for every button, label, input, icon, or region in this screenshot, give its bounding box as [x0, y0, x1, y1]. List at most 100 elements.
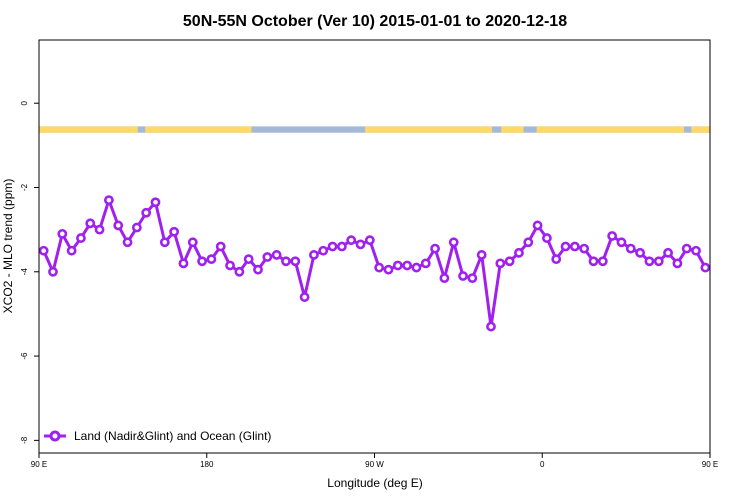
data-point — [85, 218, 96, 229]
y-tick-label: -6 — [20, 352, 29, 360]
data-point — [253, 264, 263, 275]
x-tick-label: 90 E — [702, 460, 718, 469]
data-point — [318, 245, 329, 256]
data-point — [542, 233, 552, 243]
land-segment — [536, 126, 684, 133]
data-point — [38, 245, 49, 256]
data-point — [430, 243, 440, 254]
data-point — [607, 231, 618, 241]
legend: Land (Nadir&Glint) and Ocean (Glint) — [44, 429, 271, 443]
data-point — [159, 237, 170, 248]
data-point — [271, 250, 282, 260]
y-tick-label: -8 — [20, 436, 29, 444]
data-point — [57, 228, 68, 239]
data-point — [476, 250, 487, 260]
data-point — [346, 235, 357, 246]
land-segment — [39, 126, 138, 133]
data-point — [141, 207, 152, 218]
data-point — [234, 266, 245, 277]
plot-frame — [38, 39, 711, 454]
data-point — [635, 247, 646, 258]
data-point — [66, 245, 77, 256]
data-point — [411, 262, 422, 273]
data-point — [290, 256, 301, 267]
data-point — [206, 254, 217, 265]
data-point — [569, 241, 580, 252]
data-point — [663, 247, 673, 258]
data-point — [187, 237, 198, 248]
y-axis-label: XCO2 - MLO trend (ppm) — [1, 179, 15, 314]
data-point — [103, 195, 114, 206]
land-segment — [365, 126, 492, 133]
data-point — [625, 243, 636, 254]
data-point — [644, 256, 655, 267]
y-tick-label: 0 — [20, 100, 29, 105]
land-ocean-band — [39, 126, 710, 133]
data-point — [448, 237, 459, 248]
data-point — [197, 256, 207, 267]
data-point — [653, 256, 664, 267]
data-point — [458, 271, 468, 281]
data-point — [672, 258, 683, 269]
x-tick-label: 90 W — [365, 460, 384, 469]
land-segment — [691, 126, 710, 133]
data-point — [681, 243, 692, 254]
data-point — [309, 250, 319, 260]
data-point — [76, 233, 86, 243]
data-point — [523, 237, 534, 248]
y-tick-label: -4 — [20, 268, 29, 276]
data-point — [327, 241, 338, 252]
series-layer — [38, 195, 711, 332]
data-point — [374, 262, 385, 273]
data-point — [122, 237, 133, 248]
data-point — [439, 273, 450, 284]
data-point — [131, 222, 142, 233]
data-point — [486, 321, 496, 332]
data-point — [700, 262, 711, 273]
data-point — [336, 241, 347, 252]
data-point — [169, 226, 180, 237]
legend-label: Land (Nadir&Glint) and Ocean (Glint) — [74, 429, 271, 443]
data-point — [383, 264, 394, 275]
data-point — [355, 239, 366, 250]
data-point — [467, 273, 478, 284]
legend-marker — [49, 430, 61, 442]
data-point — [178, 258, 189, 269]
x-axis-label: Longitude (deg E) — [327, 476, 422, 490]
data-point — [94, 224, 105, 235]
data-point — [579, 243, 590, 254]
data-point — [225, 260, 235, 271]
land-segment — [501, 126, 524, 133]
data-point — [402, 260, 413, 271]
data-point — [691, 245, 701, 256]
data-point — [514, 247, 524, 258]
data-point — [551, 254, 562, 265]
data-point — [616, 237, 627, 248]
data-point — [532, 220, 543, 231]
data-point — [504, 256, 515, 267]
data-point — [597, 256, 608, 267]
x-tick-label: 90 E — [31, 460, 47, 469]
y-tick-label: -2 — [20, 183, 29, 191]
data-point — [392, 260, 403, 271]
data-point — [215, 241, 226, 252]
y-axis-ticks: 0 -2 -4 -6 -8 — [20, 100, 39, 444]
data-point — [48, 266, 58, 277]
x-tick-label: 0 — [540, 460, 545, 469]
data-point — [243, 254, 254, 265]
data-point — [560, 241, 571, 252]
data-point — [364, 235, 375, 246]
data-point — [299, 292, 310, 302]
data-point — [420, 258, 431, 269]
land-segment — [145, 126, 252, 133]
x-axis-ticks: 90 E 180 90 W 0 90 E — [31, 453, 718, 469]
data-point — [113, 220, 124, 231]
chart-title: 50N-55N October (Ver 10) 2015-01-01 to 2… — [183, 13, 567, 30]
data-point — [495, 258, 506, 269]
data-point — [150, 197, 161, 208]
data-point — [281, 256, 291, 267]
data-point — [262, 252, 273, 262]
x-tick-label: 180 — [200, 460, 214, 469]
data-point — [588, 256, 599, 267]
